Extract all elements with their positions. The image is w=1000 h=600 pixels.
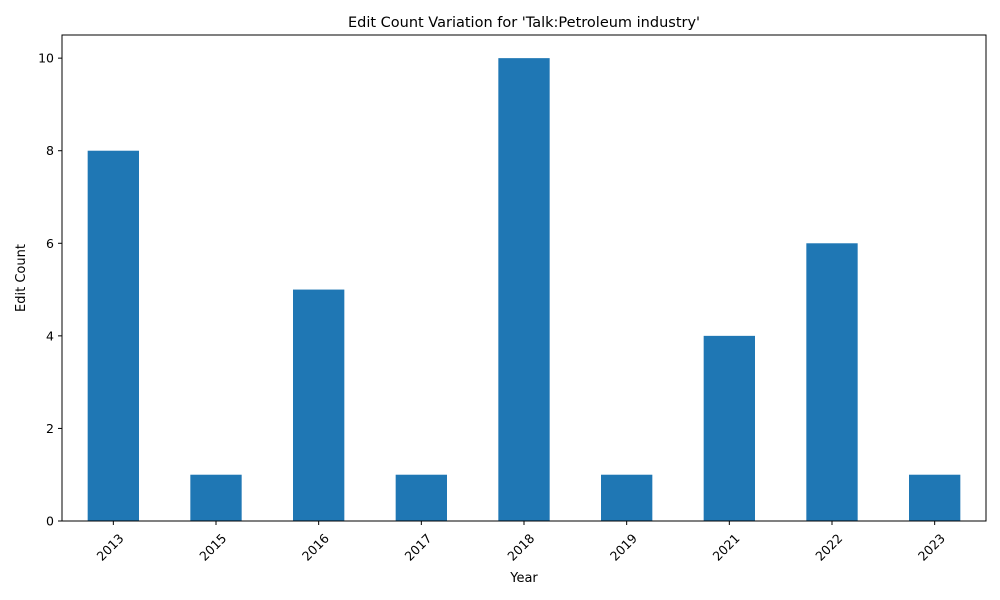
x-tick-label-2017: 2017 <box>402 531 435 564</box>
y-tick-label-6: 6 <box>46 236 54 251</box>
x-axis-label: Year <box>509 571 538 586</box>
bar-2019 <box>601 474 653 521</box>
y-tick-label-8: 8 <box>46 143 54 158</box>
bar-2016 <box>293 289 345 521</box>
y-tick-label-10: 10 <box>38 51 54 66</box>
x-tick-label-2013: 2013 <box>94 531 127 564</box>
x-tick-label-2021: 2021 <box>710 531 743 564</box>
y-tick-label-4: 4 <box>46 328 54 343</box>
x-axis: 2013 2015 2016 2017 2018 2019 2021 2022 2023 <box>94 521 948 564</box>
bar-2018 <box>498 58 550 522</box>
plot-frame <box>61 34 987 522</box>
x-tick-label-2016: 2016 <box>299 531 332 564</box>
x-tick-label-2015: 2015 <box>196 531 229 564</box>
bar-2013 <box>87 150 139 521</box>
y-axis-label: Edit Count <box>14 244 29 312</box>
y-tick-label-0: 0 <box>46 514 54 529</box>
bar-2021 <box>703 335 755 521</box>
bar-2017 <box>395 474 447 521</box>
bar-2015 <box>190 474 242 521</box>
x-tick-label-2023: 2023 <box>915 531 948 564</box>
chart-title: Edit Count Variation for 'Talk:Petroleum… <box>348 15 700 31</box>
bar-2023 <box>909 474 961 521</box>
y-tick-label-2: 2 <box>46 421 54 436</box>
x-tick-label-2018: 2018 <box>504 531 537 564</box>
y-axis: 0 2 4 6 8 10 <box>38 51 62 529</box>
bar-2022 <box>806 243 858 522</box>
x-tick-label-2022: 2022 <box>812 531 845 564</box>
bars-group <box>87 58 961 522</box>
x-tick-label-2019: 2019 <box>607 531 640 564</box>
